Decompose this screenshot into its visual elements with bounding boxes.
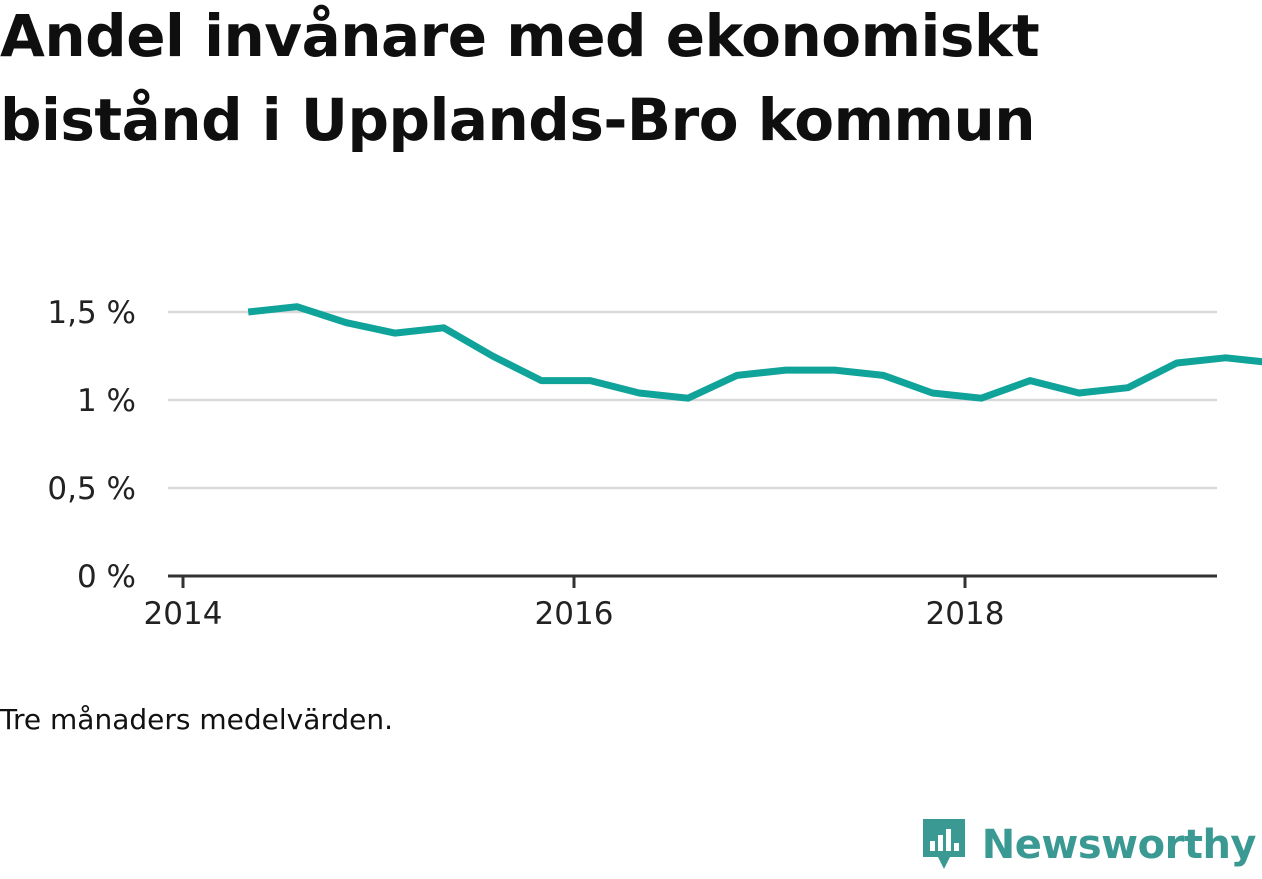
y-tick-label: 1 % <box>77 383 136 419</box>
line-chart: 0 %0,5 %1 %1,5 % 20142016201820202022202… <box>47 295 1262 632</box>
brand-logo: Newsworthy <box>920 817 1257 873</box>
y-tick-label: 0,5 % <box>47 471 136 507</box>
y-tick-label: 1,5 % <box>47 295 136 331</box>
gridlines <box>168 310 1217 490</box>
x-tick-label: 2014 <box>144 596 223 632</box>
chart-note: Tre månaders medelvärden. <box>0 703 394 736</box>
x-axis-ticks: 201420162018202020222024 <box>144 576 1005 632</box>
brand-name: Newsworthy <box>981 822 1257 868</box>
chart-title: Andel invånare med ekonomiskt bistånd i … <box>0 2 1040 154</box>
newsworthy-logo-icon <box>922 819 965 869</box>
x-tick-label: 2016 <box>535 596 614 632</box>
y-axis-ticks: 0 % 0,5 % 1 % 1,5 % <box>47 295 136 595</box>
series-layer <box>247 303 1262 402</box>
series-line <box>247 303 1262 402</box>
x-tick-label: 2018 <box>926 596 1005 632</box>
y-tick-label: 0 % <box>77 559 136 595</box>
